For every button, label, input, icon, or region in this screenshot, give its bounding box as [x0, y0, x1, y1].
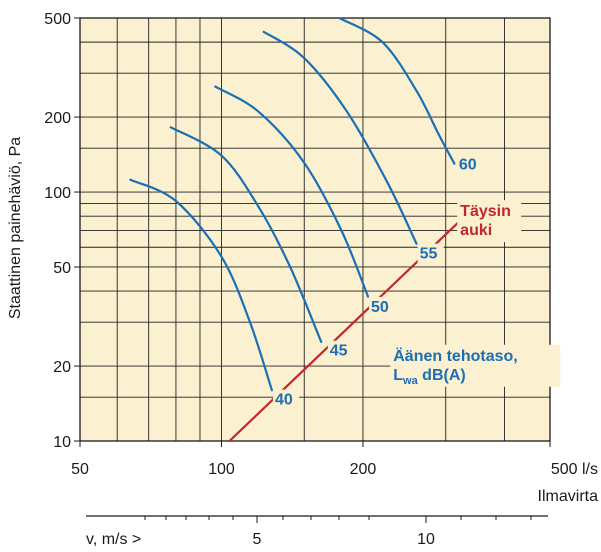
- annotations: Täysin auki Äänen tehotaso, Lwa dB(A): [390, 200, 561, 387]
- velocity-tick-label: 5: [253, 531, 262, 548]
- curve-label-group: 60: [456, 154, 483, 175]
- curve-label: 55: [420, 246, 438, 263]
- series-55-line: [262, 30, 418, 245]
- curve-label: 50: [371, 299, 389, 316]
- x-tick-label: 500 l/s: [551, 461, 598, 478]
- x-axis-title: Ilmavirta: [538, 488, 599, 505]
- x-tick-label: 50: [71, 461, 89, 478]
- curve-label-group: 50: [368, 296, 395, 317]
- curve-label-group: 45: [327, 340, 354, 361]
- y-tick-label: 500: [44, 11, 71, 28]
- curve-label-bg: [368, 296, 395, 317]
- series-50-line: [214, 85, 370, 298]
- chart-marks: 40 45 50 55 60: [129, 16, 483, 443]
- curve-label-group: 40: [273, 389, 300, 410]
- x-tick-label: 100: [208, 461, 235, 478]
- curve-label: 45: [330, 343, 348, 360]
- y-axis-title: Staattinen painehäviö, Pa: [7, 137, 24, 319]
- y-axis: 10 20 50 100 200 500: [44, 11, 80, 451]
- velocity-tick-label: 10: [417, 531, 435, 548]
- curve-label-bg: [273, 389, 300, 410]
- curve-label-bg: [417, 243, 444, 264]
- annotation-text: auki: [460, 222, 492, 239]
- annotation-subline: Lwa dB(A): [393, 367, 465, 387]
- y-tick-label: 50: [53, 260, 71, 277]
- annotation-bg: [457, 200, 522, 243]
- curve-label-bg: [456, 154, 483, 175]
- velocity-axis: 5 10 v, m/s >: [86, 515, 548, 548]
- series-60-line: [338, 16, 456, 165]
- annotation-text: Täysin: [460, 203, 511, 220]
- y-tick-label: 100: [44, 185, 71, 202]
- curve-label: 60: [459, 157, 477, 174]
- x-tick-label: 200: [350, 461, 377, 478]
- y-tick-label: 20: [53, 359, 71, 376]
- plot-frame: [79, 17, 551, 442]
- curve-label: 40: [275, 392, 293, 409]
- annotation-text: Äänen tehotaso,: [393, 347, 517, 365]
- curve-label-group: 55: [417, 243, 444, 264]
- x-axis: 50 100 200 500 l/s: [71, 441, 598, 478]
- series-40-line: [129, 178, 273, 392]
- curve-label-bg: [327, 340, 354, 361]
- y-tick-label: 10: [53, 434, 71, 451]
- annotation-bg: [390, 344, 561, 387]
- series-45-line: [169, 126, 323, 343]
- y-tick-label: 200: [44, 110, 71, 127]
- velocity-axis-label: v, m/s >: [86, 531, 141, 548]
